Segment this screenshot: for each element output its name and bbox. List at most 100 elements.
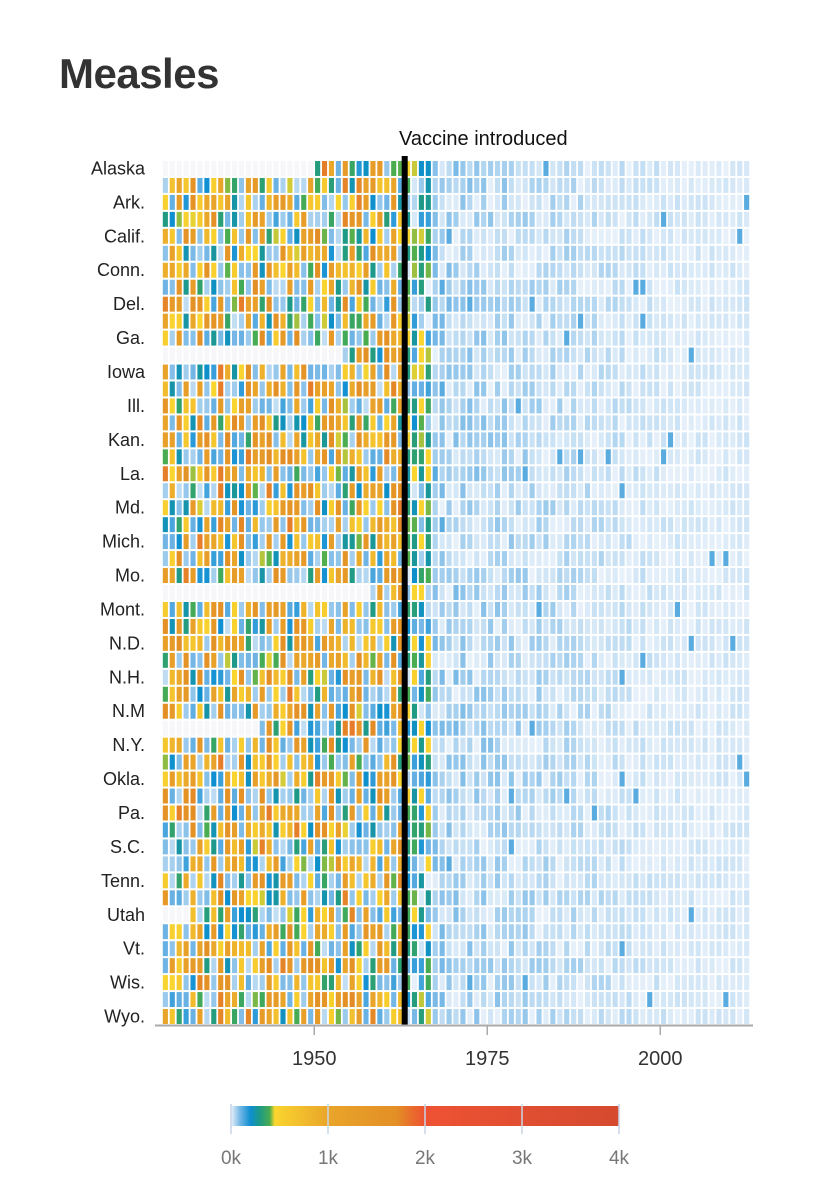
heatmap-cell bbox=[654, 483, 660, 499]
heatmap-cell bbox=[432, 890, 438, 906]
heatmap-cell bbox=[474, 618, 480, 634]
heatmap-cell bbox=[481, 873, 487, 889]
heatmap-cell bbox=[488, 788, 494, 804]
heatmap-cell bbox=[363, 890, 369, 906]
heatmap-cell bbox=[494, 754, 501, 770]
heatmap-cell bbox=[667, 771, 674, 787]
heatmap-cell bbox=[619, 483, 625, 499]
heatmap-cell bbox=[335, 669, 341, 685]
heatmap-cell bbox=[501, 568, 507, 584]
heatmap-cell bbox=[591, 618, 597, 634]
heatmap-cell bbox=[605, 211, 611, 227]
heatmap-cell bbox=[695, 415, 701, 431]
heatmap-cell bbox=[273, 330, 279, 346]
heatmap-cell bbox=[287, 703, 293, 719]
heatmap-cell bbox=[252, 873, 258, 889]
heatmap-cell bbox=[522, 635, 528, 651]
heatmap-cell bbox=[640, 330, 646, 346]
heatmap-cell bbox=[425, 873, 431, 889]
heatmap-cell bbox=[335, 585, 341, 600]
heatmap-cell bbox=[363, 975, 369, 991]
chart-title: Measles bbox=[59, 50, 219, 97]
heatmap-cell bbox=[598, 686, 604, 702]
heatmap-cell bbox=[384, 449, 390, 465]
heatmap-cell bbox=[238, 788, 245, 804]
heatmap-cell bbox=[453, 551, 459, 567]
heatmap-cell bbox=[328, 635, 334, 651]
heatmap-cell bbox=[321, 262, 328, 278]
heatmap-cell bbox=[176, 483, 182, 499]
heatmap-cell bbox=[266, 161, 272, 176]
heatmap-cell bbox=[259, 534, 265, 550]
heatmap-cell bbox=[571, 262, 577, 278]
heatmap-cell bbox=[218, 194, 224, 210]
heatmap-cell bbox=[190, 466, 196, 482]
heatmap-cell bbox=[730, 449, 736, 465]
heatmap-cell bbox=[647, 517, 653, 533]
heatmap-cell bbox=[626, 856, 632, 872]
heatmap-cell bbox=[640, 381, 646, 397]
heatmap-cell bbox=[591, 907, 597, 923]
heatmap-cell bbox=[280, 517, 286, 533]
heatmap-cell bbox=[238, 601, 245, 617]
heatmap-cell bbox=[612, 1009, 618, 1024]
heatmap-cell bbox=[605, 771, 611, 787]
heatmap-cell bbox=[349, 958, 355, 974]
heatmap-cell bbox=[204, 1009, 210, 1024]
heatmap-cell bbox=[515, 958, 521, 974]
heatmap-cell bbox=[176, 941, 182, 957]
heatmap-cell bbox=[211, 466, 217, 482]
heatmap-cell bbox=[308, 873, 314, 889]
heatmap-cell bbox=[481, 788, 487, 804]
heatmap-cell bbox=[211, 635, 217, 651]
heatmap-cell bbox=[571, 228, 577, 244]
heatmap-cell bbox=[301, 415, 307, 431]
heatmap-cell bbox=[280, 805, 286, 821]
heatmap-cell bbox=[335, 754, 341, 770]
heatmap-cell bbox=[654, 771, 660, 787]
heatmap-cell bbox=[266, 686, 272, 702]
heatmap-cell bbox=[218, 534, 224, 550]
heatmap-cell bbox=[439, 483, 445, 499]
heatmap-cell bbox=[439, 313, 445, 329]
heatmap-cell bbox=[211, 788, 217, 804]
heatmap-cell bbox=[328, 517, 334, 533]
heatmap-cell bbox=[418, 873, 424, 889]
heatmap-cell bbox=[280, 466, 286, 482]
heatmap-cell bbox=[605, 975, 611, 991]
heatmap-cell bbox=[446, 245, 452, 261]
heatmap-cell bbox=[377, 228, 383, 244]
heatmap-cell bbox=[218, 585, 224, 600]
heatmap-cell bbox=[508, 211, 514, 227]
heatmap-cell bbox=[667, 483, 674, 499]
heatmap-cell bbox=[605, 313, 611, 329]
heatmap-cell bbox=[411, 703, 418, 719]
heatmap-cell bbox=[529, 398, 535, 414]
row-label: Mich. bbox=[102, 532, 145, 552]
heatmap-cell bbox=[308, 635, 314, 651]
heatmap-cell bbox=[190, 449, 196, 465]
heatmap-cell bbox=[550, 822, 556, 838]
heatmap-cell bbox=[218, 788, 224, 804]
heatmap-cell bbox=[501, 262, 507, 278]
heatmap-cell bbox=[598, 652, 604, 668]
heatmap-cell bbox=[723, 432, 729, 448]
heatmap-cell bbox=[218, 483, 224, 499]
heatmap-cell bbox=[370, 449, 376, 465]
heatmap-cell bbox=[598, 228, 604, 244]
heatmap-cell bbox=[488, 958, 494, 974]
heatmap-cell bbox=[232, 296, 238, 312]
heatmap-cell bbox=[730, 941, 736, 957]
heatmap-cell bbox=[169, 551, 175, 567]
heatmap-cell bbox=[488, 483, 494, 499]
heatmap-cell bbox=[377, 568, 383, 584]
heatmap-cell bbox=[688, 585, 694, 600]
heatmap-cell bbox=[723, 534, 729, 550]
heatmap-cell bbox=[723, 822, 729, 838]
heatmap-cell bbox=[571, 720, 577, 736]
heatmap-cell bbox=[744, 466, 750, 482]
heatmap-cell bbox=[190, 194, 196, 210]
heatmap-cell bbox=[328, 381, 334, 397]
heatmap-cell bbox=[543, 381, 549, 397]
heatmap-cell bbox=[162, 483, 168, 499]
